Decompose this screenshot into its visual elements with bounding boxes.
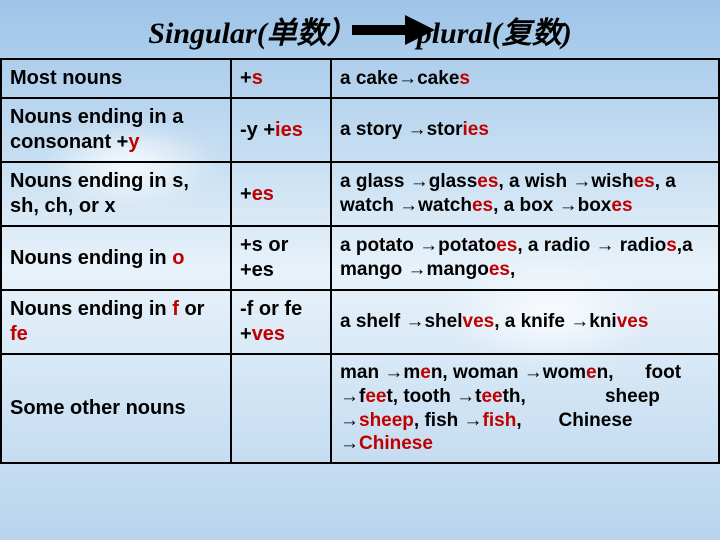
rule-cell: +es (231, 162, 331, 226)
table-row: Most nouns +s a cake→cakes (1, 59, 719, 98)
category-cell: Most nouns (1, 59, 231, 98)
table-row: Nouns ending in s, sh, ch, or x +es a gl… (1, 162, 719, 226)
table-row: Some other nouns man →men, woman →women,… (1, 354, 719, 463)
example-cell: a story →stories (331, 98, 719, 162)
rule-cell: -y +ies (231, 98, 331, 162)
category-cell: Nouns ending in o (1, 226, 231, 290)
example-cell: a potato →potatoes, a radio → radios,a m… (331, 226, 719, 290)
category-cell: Some other nouns (1, 354, 231, 463)
rule-cell: +s (231, 59, 331, 98)
example-cell: a glass →glasses, a wish →wishes, a watc… (331, 162, 719, 226)
table-row: Nouns ending in o +s or +es a potato →po… (1, 226, 719, 290)
table-row: Nouns ending in f or fe -f or fe+ves a s… (1, 290, 719, 354)
plural-rules-table: Most nouns +s a cake→cakes Nouns ending … (0, 58, 720, 464)
header: Singular(单数） plural(复数) (0, 0, 720, 58)
rule-cell (231, 354, 331, 463)
table-row: Nouns ending in a consonant +y -y +ies a… (1, 98, 719, 162)
category-cell: Nouns ending in f or fe (1, 290, 231, 354)
rule-cell: +s or +es (231, 226, 331, 290)
example-cell: a shelf →shelves, a knife →knives (331, 290, 719, 354)
header-plural: plural(复数) (417, 8, 572, 52)
header-singular: Singular(单数） (148, 8, 356, 52)
rule-cell: -f or fe+ves (231, 290, 331, 354)
category-cell: Nouns ending in a consonant +y (1, 98, 231, 162)
category-cell: Nouns ending in s, sh, ch, or x (1, 162, 231, 226)
example-cell: a cake→cakes (331, 59, 719, 98)
example-cell: man →men, woman →women, foot →feet, toot… (331, 354, 719, 463)
